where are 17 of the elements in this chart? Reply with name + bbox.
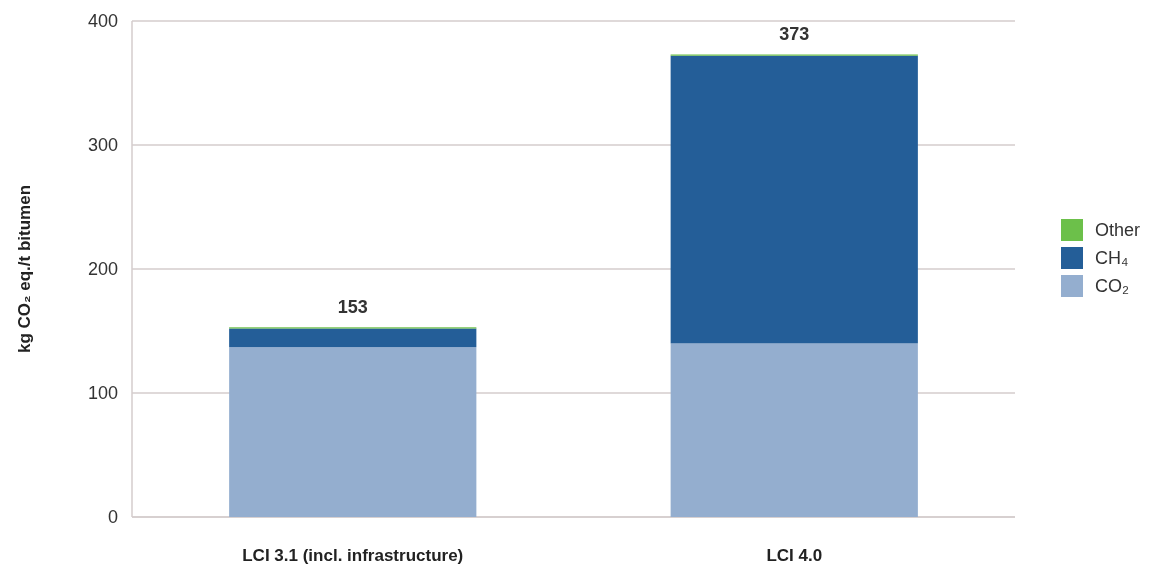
bar (229, 328, 477, 348)
y-axis-title: kg CO₂ eq./t bitumen (15, 184, 34, 354)
total-label: 373 (779, 24, 810, 45)
y-tick-label: 300 (87, 135, 118, 156)
y-tick-label: 200 (87, 259, 118, 280)
legend-label: CO₂ (1095, 276, 1129, 297)
x-tick-label: LCI 4.0 (766, 546, 823, 565)
legend-label: CH₄ (1095, 248, 1129, 269)
y-tick-label: 400 (87, 11, 118, 32)
y-tick-label: 0 (107, 507, 118, 528)
y-tick-label: 100 (87, 383, 118, 404)
x-tick-label: LCI 3.1 (incl. infrastructure) (242, 546, 464, 565)
bar (670, 55, 918, 344)
legend-label: Other (1095, 220, 1141, 241)
bar (229, 347, 477, 517)
total-label: 153 (337, 297, 368, 318)
bar (670, 343, 918, 517)
